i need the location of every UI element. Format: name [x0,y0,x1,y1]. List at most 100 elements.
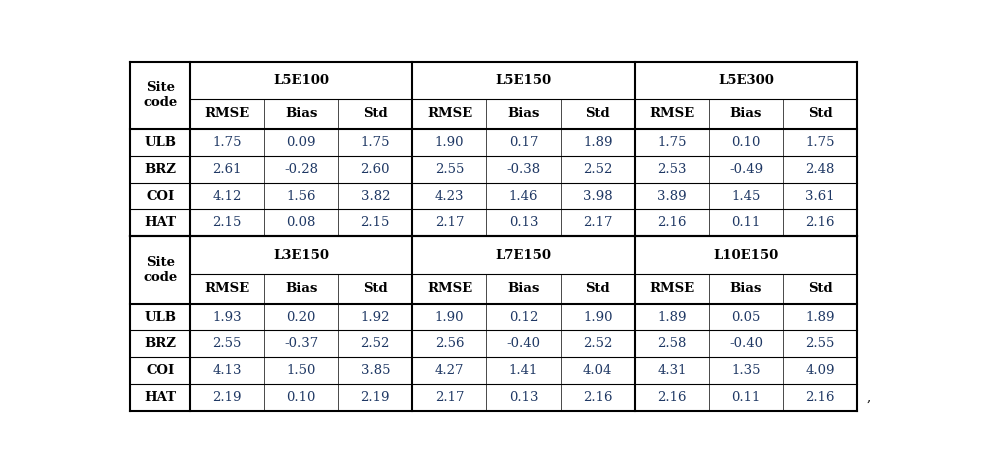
Text: 2.55: 2.55 [805,337,835,351]
Text: 2.15: 2.15 [212,216,242,229]
Text: Site
code: Site code [143,81,178,109]
Text: 2.52: 2.52 [583,162,613,176]
Text: L5E100: L5E100 [273,74,329,87]
Text: 2.17: 2.17 [583,216,613,229]
Text: 0.11: 0.11 [732,391,761,404]
Text: ,: , [866,391,870,404]
Text: COI: COI [146,364,174,377]
Text: 4.31: 4.31 [657,364,686,377]
Text: 0.17: 0.17 [509,136,538,149]
Text: L10E150: L10E150 [713,249,779,262]
Text: 1.93: 1.93 [212,310,242,323]
Text: Site
code: Site code [143,256,178,284]
Text: 4.27: 4.27 [435,364,464,377]
Text: 3.82: 3.82 [360,190,390,203]
Text: 1.89: 1.89 [805,310,835,323]
Text: RMSE: RMSE [649,108,694,120]
Text: 0.09: 0.09 [287,136,316,149]
Text: COI: COI [146,190,174,203]
Text: 3.89: 3.89 [657,190,686,203]
Text: 2.55: 2.55 [212,337,242,351]
Text: 1.90: 1.90 [435,136,464,149]
Text: 2.55: 2.55 [435,162,464,176]
Text: -0.37: -0.37 [284,337,318,351]
Text: 2.16: 2.16 [657,391,686,404]
Text: L3E150: L3E150 [273,249,329,262]
Text: 1.90: 1.90 [583,310,613,323]
Text: 2.52: 2.52 [360,337,390,351]
Text: Std: Std [363,282,388,295]
Text: 2.16: 2.16 [583,391,613,404]
Text: 4.23: 4.23 [435,190,464,203]
Text: 2.16: 2.16 [805,216,835,229]
Text: 0.08: 0.08 [287,216,316,229]
Text: Std: Std [808,282,833,295]
Text: 1.89: 1.89 [657,310,686,323]
Text: 4.09: 4.09 [805,364,835,377]
Text: 1.90: 1.90 [435,310,464,323]
Text: Bias: Bias [730,108,762,120]
Text: HAT: HAT [144,216,176,229]
Text: 3.61: 3.61 [805,190,835,203]
Text: 2.56: 2.56 [435,337,464,351]
Text: RMSE: RMSE [427,282,472,295]
Text: 1.56: 1.56 [287,190,316,203]
Text: L7E150: L7E150 [496,249,552,262]
Text: -0.28: -0.28 [284,162,318,176]
Text: Std: Std [585,108,610,120]
Text: Std: Std [363,108,388,120]
Text: 3.98: 3.98 [583,190,613,203]
Text: L5E300: L5E300 [718,74,774,87]
Text: 2.60: 2.60 [360,162,390,176]
Text: 4.12: 4.12 [212,190,242,203]
Text: 2.58: 2.58 [657,337,686,351]
Text: 1.50: 1.50 [287,364,316,377]
Text: 2.17: 2.17 [435,216,464,229]
Text: L5E150: L5E150 [496,74,552,87]
Text: 2.15: 2.15 [360,216,390,229]
Text: Bias: Bias [508,108,540,120]
Text: 0.13: 0.13 [509,391,538,404]
Text: 1.75: 1.75 [212,136,242,149]
Text: 2.19: 2.19 [212,391,242,404]
Text: 1.41: 1.41 [509,364,538,377]
Text: 2.61: 2.61 [212,162,242,176]
Text: 0.13: 0.13 [509,216,538,229]
Text: 1.75: 1.75 [657,136,686,149]
Text: 2.53: 2.53 [657,162,686,176]
Text: 1.92: 1.92 [360,310,390,323]
Text: RMSE: RMSE [649,282,694,295]
Text: 4.13: 4.13 [212,364,242,377]
Text: 1.35: 1.35 [732,364,761,377]
Text: 2.52: 2.52 [583,337,613,351]
Text: Bias: Bias [285,108,317,120]
Text: 2.16: 2.16 [805,391,835,404]
Text: 0.11: 0.11 [732,216,761,229]
Text: RMSE: RMSE [427,108,472,120]
Text: -0.40: -0.40 [507,337,540,351]
Text: ULB: ULB [144,310,176,323]
Text: HAT: HAT [144,391,176,404]
Text: RMSE: RMSE [204,282,249,295]
Text: Std: Std [585,282,610,295]
Text: BRZ: BRZ [144,337,176,351]
Text: 1.46: 1.46 [509,190,538,203]
Text: 1.75: 1.75 [360,136,390,149]
Text: 0.12: 0.12 [509,310,538,323]
Text: 1.75: 1.75 [805,136,835,149]
Text: 1.45: 1.45 [732,190,761,203]
Text: -0.38: -0.38 [507,162,541,176]
Text: Std: Std [808,108,833,120]
Text: 4.04: 4.04 [583,364,613,377]
Text: Bias: Bias [508,282,540,295]
Text: 1.89: 1.89 [583,136,613,149]
Text: 0.20: 0.20 [287,310,316,323]
Text: ULB: ULB [144,136,176,149]
Text: 0.10: 0.10 [287,391,316,404]
Text: 3.85: 3.85 [360,364,390,377]
Text: 0.10: 0.10 [732,136,761,149]
Text: Bias: Bias [730,282,762,295]
Text: 2.19: 2.19 [360,391,390,404]
Text: -0.49: -0.49 [729,162,763,176]
Text: BRZ: BRZ [144,162,176,176]
